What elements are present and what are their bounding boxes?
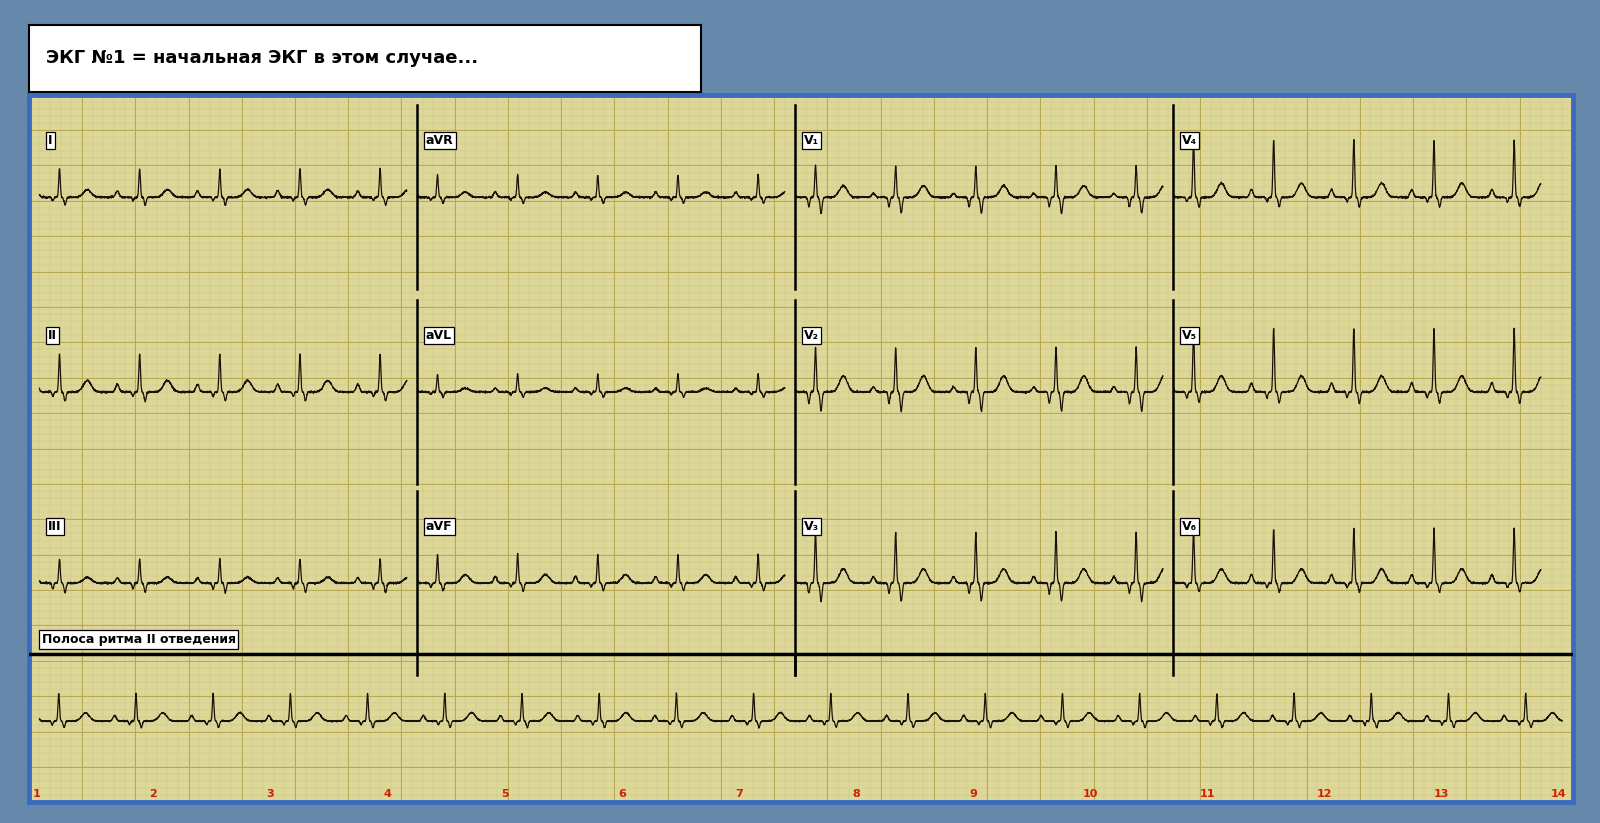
Text: 7: 7 bbox=[734, 789, 742, 799]
Text: 14: 14 bbox=[1550, 789, 1566, 799]
Text: 13: 13 bbox=[1434, 789, 1450, 799]
Text: 9: 9 bbox=[970, 789, 978, 799]
Text: aVF: aVF bbox=[426, 520, 453, 532]
Text: I: I bbox=[48, 134, 53, 147]
Text: V₃: V₃ bbox=[803, 520, 819, 532]
Text: V₅: V₅ bbox=[1182, 329, 1197, 342]
Text: 4: 4 bbox=[384, 789, 392, 799]
Text: II: II bbox=[48, 329, 58, 342]
Text: V₂: V₂ bbox=[803, 329, 819, 342]
Text: 1: 1 bbox=[32, 789, 40, 799]
Text: 11: 11 bbox=[1200, 789, 1216, 799]
Text: 2: 2 bbox=[149, 789, 157, 799]
Text: Полоса ритма II отведения: Полоса ритма II отведения bbox=[42, 633, 235, 646]
Text: 3: 3 bbox=[267, 789, 274, 799]
Text: 8: 8 bbox=[853, 789, 861, 799]
Text: aVR: aVR bbox=[426, 134, 454, 147]
Text: V₄: V₄ bbox=[1182, 134, 1197, 147]
Text: V₁: V₁ bbox=[803, 134, 819, 147]
Text: 5: 5 bbox=[501, 789, 509, 799]
Text: III: III bbox=[48, 520, 61, 532]
Text: aVL: aVL bbox=[426, 329, 453, 342]
Text: ЭКГ №1 = начальная ЭКГ в этом случае...: ЭКГ №1 = начальная ЭКГ в этом случае... bbox=[45, 49, 478, 67]
Text: V₆: V₆ bbox=[1182, 520, 1197, 532]
Text: 6: 6 bbox=[618, 789, 626, 799]
Text: 10: 10 bbox=[1083, 789, 1098, 799]
Text: 12: 12 bbox=[1317, 789, 1333, 799]
